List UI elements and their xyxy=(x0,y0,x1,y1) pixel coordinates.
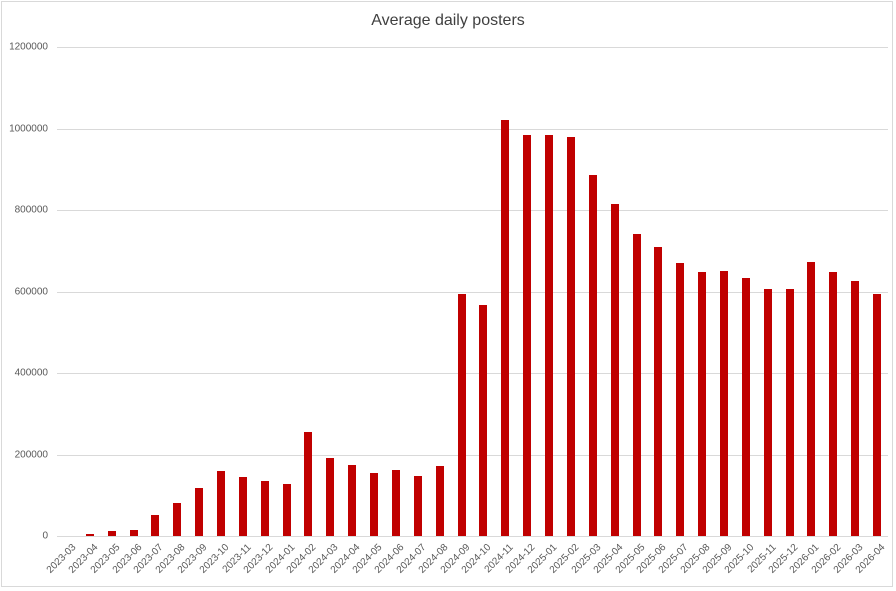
y-tick-label: 1000000 xyxy=(9,123,48,135)
bar xyxy=(610,204,619,536)
gridline xyxy=(57,210,888,211)
gridline xyxy=(57,536,888,537)
gridline xyxy=(57,455,888,456)
bar xyxy=(260,480,269,536)
gridline xyxy=(57,373,888,374)
bar xyxy=(370,472,379,536)
bar xyxy=(479,304,488,536)
y-tick-label: 600000 xyxy=(14,286,48,298)
bar xyxy=(107,531,116,536)
bar xyxy=(173,502,182,536)
bar xyxy=(698,272,707,536)
bar xyxy=(566,136,575,536)
gridline xyxy=(57,129,888,130)
y-tick-label: 200000 xyxy=(14,449,48,461)
y-tick-label: 0 xyxy=(42,530,48,542)
bar xyxy=(741,278,750,536)
bar xyxy=(763,289,772,536)
y-tick-label: 400000 xyxy=(14,367,48,379)
bar xyxy=(413,476,422,536)
gridline xyxy=(57,47,888,48)
bar xyxy=(457,294,466,536)
bar xyxy=(873,294,882,536)
bar xyxy=(238,476,247,536)
bar xyxy=(85,533,94,536)
bar xyxy=(217,471,225,536)
bar xyxy=(326,457,335,536)
bar xyxy=(523,135,532,536)
bar xyxy=(391,469,400,536)
gridline xyxy=(57,292,888,293)
bar xyxy=(719,271,728,536)
bar xyxy=(501,119,510,536)
y-tick-label: 1200000 xyxy=(9,41,48,53)
bar xyxy=(785,289,794,536)
bar xyxy=(129,529,138,536)
bar xyxy=(676,262,685,536)
bar xyxy=(829,271,838,536)
bar xyxy=(654,247,663,536)
bar xyxy=(435,465,444,536)
bar xyxy=(151,514,160,536)
y-tick-label: 800000 xyxy=(14,204,48,216)
bar xyxy=(348,465,357,536)
bar xyxy=(282,483,291,536)
chart-title: Average daily posters xyxy=(371,12,525,29)
bar xyxy=(588,174,597,536)
bar xyxy=(632,233,641,536)
bar xyxy=(807,262,816,536)
bar xyxy=(851,280,860,536)
bar xyxy=(195,487,204,536)
bar xyxy=(545,134,554,536)
bar xyxy=(304,432,313,536)
